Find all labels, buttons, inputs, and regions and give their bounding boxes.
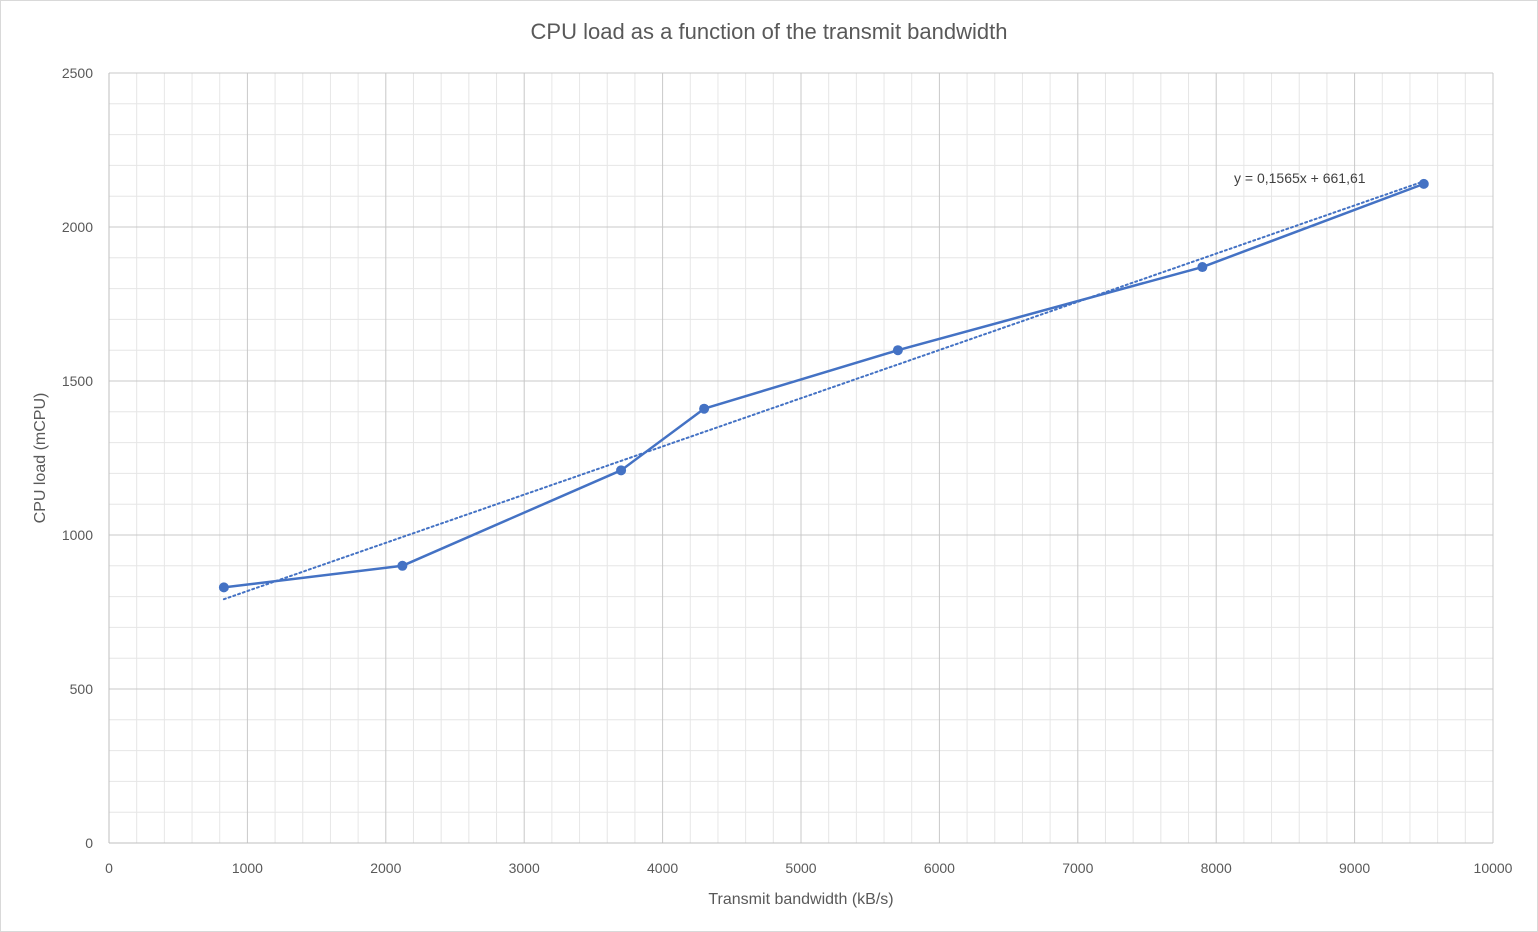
x-tick-label: 8000 bbox=[1201, 860, 1232, 876]
y-tick-label: 2500 bbox=[62, 65, 93, 81]
x-tick-label: 3000 bbox=[509, 860, 540, 876]
x-tick-label: 1000 bbox=[232, 860, 263, 876]
y-tick-label: 0 bbox=[85, 835, 93, 851]
data-series bbox=[218, 178, 1429, 593]
x-tick-label: 4000 bbox=[647, 860, 678, 876]
y-tick-label: 2000 bbox=[62, 219, 93, 235]
x-tick-label: 6000 bbox=[924, 860, 955, 876]
x-axis-title: Transmit bandwidth (kB/s) bbox=[708, 891, 893, 908]
x-tick-label: 9000 bbox=[1339, 860, 1370, 876]
y-tick-label: 1500 bbox=[62, 373, 93, 389]
x-tick-label: 7000 bbox=[1062, 860, 1093, 876]
x-tick-label: 0 bbox=[105, 860, 113, 876]
chart-title: CPU load as a function of the transmit b… bbox=[531, 19, 1008, 44]
data-point bbox=[218, 582, 229, 593]
data-point bbox=[1418, 178, 1429, 189]
gridlines bbox=[108, 72, 1494, 844]
y-axis-title: CPU load (mCPU) bbox=[32, 393, 49, 524]
x-tick-label: 10000 bbox=[1474, 860, 1513, 876]
y-tick-label: 500 bbox=[70, 681, 94, 697]
x-tick-label: 5000 bbox=[785, 860, 816, 876]
data-point bbox=[892, 345, 903, 356]
tick-labels: 0 1000 2000 3000 4000 5000 6000 7000 8000 9000 100… bbox=[62, 65, 1513, 876]
data-point bbox=[397, 560, 408, 571]
trendline-equation: y = 0,1565x + 661,61 bbox=[1234, 170, 1366, 186]
trendline-path bbox=[222, 180, 1425, 601]
data-point bbox=[1197, 262, 1208, 273]
x-tick-label: 2000 bbox=[370, 860, 401, 876]
data-point bbox=[699, 403, 710, 414]
y-tick-label: 1000 bbox=[62, 527, 93, 543]
data-point bbox=[616, 465, 627, 476]
trendline bbox=[222, 180, 1425, 601]
axes bbox=[108, 73, 1493, 844]
